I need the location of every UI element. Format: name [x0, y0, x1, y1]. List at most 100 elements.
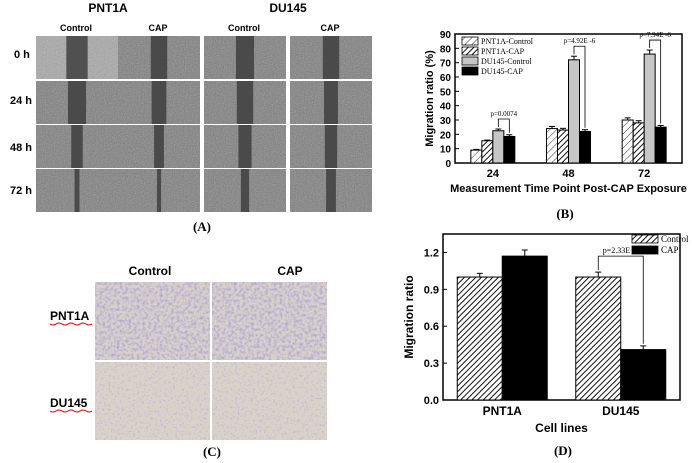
wound-gap: [240, 169, 250, 212]
wound-gap: [236, 81, 254, 124]
wound-image: [204, 81, 286, 124]
panel-a-row-label: 24 h: [10, 95, 32, 107]
wound-gap: [67, 81, 87, 124]
transwell-stain: [95, 362, 210, 440]
significance-bracket: [649, 39, 662, 124]
x-tick-label: 48: [562, 168, 574, 180]
legend-swatch: [631, 245, 659, 255]
legend-label: DU145-CAP: [481, 67, 523, 76]
transwell-stain: [212, 362, 327, 440]
wound-image: [118, 125, 200, 168]
wound-image: [290, 36, 372, 79]
wound-gap: [150, 36, 168, 79]
wound-gap: [66, 36, 88, 79]
legend-label: PNT1A-CAP: [481, 47, 525, 56]
bar: [470, 149, 483, 164]
y-tick-label: 1.2: [424, 247, 439, 259]
y-tick-label: 0.9: [424, 284, 439, 296]
transwell-image: [212, 282, 327, 360]
wound-gap: [74, 169, 80, 212]
y-tick-label: 80: [440, 44, 452, 55]
wound-image: [118, 36, 200, 79]
transwell-image: [95, 362, 210, 440]
panel-a-row-label: 72 h: [10, 185, 32, 197]
wound-image: [36, 36, 118, 79]
x-tick-label: DU145: [602, 404, 640, 418]
chart-d: 0.0 0.3 0.6 0.9 1.2 PNT1A DU145 Cell lines Migra…: [402, 233, 689, 458]
legend-swatch: [631, 234, 659, 244]
significance-bracket: [497, 118, 510, 133]
y-tick-label: 90: [440, 30, 452, 41]
panel-c-column-label: CAP: [277, 264, 302, 278]
wound-image: [204, 125, 286, 168]
y-tick-label: 20: [440, 130, 452, 141]
legend-swatch: [461, 56, 479, 66]
wound-image: [36, 81, 118, 124]
legend-label: PNT1A-Control: [481, 37, 534, 46]
legend-swatch: [461, 46, 479, 56]
wound-image: [118, 81, 200, 124]
bar: [456, 276, 503, 401]
significance-bracket: [573, 45, 586, 128]
panel-c-row-label: PNT1A: [50, 309, 90, 323]
y-tick-label: 0: [445, 159, 451, 170]
x-axis-label: Cell lines: [535, 421, 588, 435]
legend-swatch: [461, 36, 479, 46]
panel-c-column-label: Control: [129, 264, 172, 278]
bar: [620, 349, 667, 401]
bar: [579, 130, 591, 164]
panel-a-column-label: CAP: [320, 23, 339, 33]
wound-image: [290, 169, 372, 212]
panel-a-row-label: 48 h: [10, 142, 32, 154]
wound-gap: [238, 125, 252, 168]
wound-image: [204, 169, 286, 212]
y-tick-label: 50: [440, 87, 452, 98]
y-axis-label: Migration ratio: [402, 275, 416, 358]
bar: [546, 128, 558, 164]
panel-a-cell-line-header: PNT1A: [88, 1, 128, 15]
p-value-annotation: p=4.92E -6: [564, 37, 596, 45]
p-value-annotation: p=7.94E -6: [639, 31, 671, 39]
legend-label: CAP: [661, 245, 679, 255]
y-axis-label: Migration ratio (%): [424, 50, 436, 147]
wound-image: [290, 125, 372, 168]
y-tick-label: 0.6: [424, 321, 439, 333]
y-tick-label: 70: [440, 59, 452, 70]
significance-bracket: [597, 255, 644, 344]
panel-a-label: (A): [193, 219, 211, 234]
bar: [575, 276, 622, 401]
y-tick-label: 30: [440, 116, 452, 127]
panel-a-cell-line-header: DU145: [269, 1, 307, 15]
panel-a-wound-image-grid: [36, 36, 372, 212]
panel-label: (B): [556, 206, 573, 221]
bar: [621, 119, 634, 164]
bar: [643, 53, 656, 164]
wound-gap: [71, 125, 83, 168]
wound-gap: [151, 81, 167, 124]
bar: [503, 135, 516, 164]
y-tick-label: 10: [440, 145, 452, 156]
transwell-stain: [212, 282, 327, 360]
bar: [501, 255, 548, 401]
wound-image: [36, 169, 118, 212]
x-axis-label: Measurement Time Point Post-CAP Exposure: [450, 183, 687, 195]
panel-c-label: (C): [203, 444, 221, 459]
p-value-annotation: p=2.33E -5: [603, 246, 639, 255]
y-tick-label: 0.0: [424, 395, 439, 407]
x-tick-label: 24: [487, 168, 500, 180]
bar: [654, 126, 667, 164]
y-tick-label: 0.3: [424, 358, 439, 370]
panel-label: (D): [554, 443, 572, 458]
legend-swatch: [461, 66, 479, 76]
p-value-annotation: p=0.0074: [490, 110, 517, 118]
bar: [481, 140, 494, 164]
wound-gap: [324, 125, 338, 168]
wound-image: [204, 36, 286, 79]
wound-image: [118, 169, 200, 212]
transwell-image: [212, 362, 327, 440]
y-tick-label: 60: [440, 73, 452, 84]
wound-gap: [326, 169, 336, 212]
panel-a-column-label: CAP: [148, 23, 167, 33]
legend-label: DU145-Control: [481, 57, 532, 66]
